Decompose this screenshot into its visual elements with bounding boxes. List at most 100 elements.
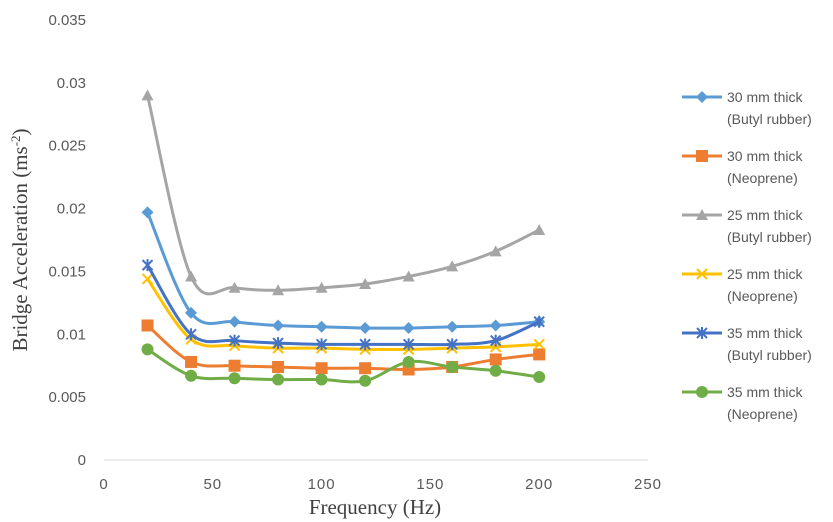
x-tick-label: 100 [308, 476, 336, 493]
data-point [315, 281, 328, 293]
series-line [146, 93, 541, 296]
legend: 30 mm thick (Butyl rubber) 30 mm thick (Neo… [682, 89, 812, 422]
data-point [402, 322, 415, 334]
series-layer [141, 89, 546, 387]
data-point [141, 206, 154, 219]
legend-marker [696, 268, 708, 280]
data-point [185, 306, 198, 319]
data-point [315, 320, 328, 333]
y-axis-title-end: ) [8, 128, 32, 135]
legend-marker [696, 386, 708, 398]
legend-label-sub: (Butyl rubber) [727, 229, 812, 245]
series-line [146, 210, 541, 330]
legend-item: 30 mm thick (Butyl rubber) [682, 89, 812, 127]
data-point [141, 343, 154, 356]
series-6 [141, 343, 546, 387]
data-point [402, 355, 415, 368]
data-point [315, 373, 328, 386]
x-tick-label: 0 [99, 476, 108, 493]
legend-label-sub: (Neoprene) [727, 170, 798, 186]
data-point [446, 320, 459, 333]
legend-label: 30 mm thick [727, 89, 803, 105]
legend-label-sub: (Neoprene) [727, 406, 798, 422]
data-point [489, 364, 502, 377]
data-point [185, 369, 198, 382]
data-point [489, 353, 502, 366]
y-tick-label: 0.015 [48, 263, 86, 280]
legend-marker [696, 209, 708, 220]
data-point [489, 319, 502, 332]
legend-item: 25 mm thick (Neoprene) [682, 266, 803, 304]
data-point [141, 273, 154, 285]
x-axis-title: Frequency (Hz) [309, 495, 441, 519]
data-point [315, 362, 328, 375]
series-line [146, 277, 541, 352]
data-point [533, 223, 546, 235]
data-point [272, 284, 285, 296]
y-tick-label: 0.01 [57, 326, 86, 343]
data-point [402, 338, 415, 351]
data-point [141, 89, 154, 101]
legend-label-sub: (Butyl rubber) [727, 347, 812, 363]
x-tick-label: 150 [416, 476, 444, 493]
data-point [228, 359, 241, 372]
legend-label-sub: (Neoprene) [727, 288, 798, 304]
legend-item: 30 mm thick (Neoprene) [682, 148, 803, 186]
data-point [533, 338, 545, 351]
legend-marker [696, 327, 708, 339]
data-point [272, 337, 284, 350]
series-3 [141, 89, 546, 296]
data-point [359, 338, 371, 351]
data-point [272, 373, 285, 386]
legend-label: 30 mm thick [727, 148, 803, 164]
data-point [359, 374, 372, 387]
data-point [185, 355, 198, 368]
data-point [402, 270, 415, 282]
data-point [446, 338, 458, 351]
y-axis-title-main: Bridge Acceleration (ms [8, 146, 32, 351]
legend-item: 35 mm thick (Butyl rubber) [682, 325, 812, 363]
x-tick-label: 250 [634, 476, 662, 493]
data-point [359, 278, 372, 289]
series-4 [141, 273, 545, 356]
data-point [446, 260, 459, 272]
legend-label: 25 mm thick [727, 207, 803, 223]
data-point [228, 334, 241, 347]
data-point [533, 371, 546, 384]
data-point [359, 322, 372, 334]
data-point [141, 259, 154, 272]
legend-marker [696, 91, 708, 103]
legend-label: 25 mm thick [727, 266, 803, 282]
x-axis-ticks: 0 50 100 150 200 250 [99, 476, 662, 493]
legend-label: 35 mm thick [727, 384, 803, 400]
series-line [146, 263, 541, 347]
data-point [533, 348, 546, 361]
data-point [272, 319, 285, 332]
y-axis-ticks: 0 0.005 0.01 0.015 0.02 0.025 0.03 0.035 [48, 12, 86, 469]
legend-marker [696, 150, 708, 162]
series-1 [141, 206, 546, 334]
series-line [146, 347, 541, 384]
y-tick-label: 0.035 [48, 12, 86, 29]
series-5 [141, 259, 545, 351]
data-point [315, 338, 328, 351]
data-point [228, 281, 241, 293]
y-axis-title: Bridge Acceleration (ms-2) [8, 128, 33, 351]
data-point [533, 315, 545, 328]
data-point [185, 328, 197, 341]
data-point [446, 360, 459, 373]
x-tick-label: 50 [203, 476, 222, 493]
x-tick-label: 200 [525, 476, 553, 493]
data-point [185, 270, 198, 282]
data-point [228, 372, 241, 385]
y-tick-label: 0.03 [57, 75, 86, 92]
data-point [141, 319, 154, 332]
y-axis-title-sup: -2 [8, 135, 23, 146]
legend-label-sub: (Butyl rubber) [727, 111, 812, 127]
legend-item: 35 mm thick (Neoprene) [682, 384, 803, 422]
series-line [146, 323, 541, 372]
data-point [228, 315, 241, 328]
data-point [359, 362, 372, 375]
y-tick-label: 0.025 [48, 138, 86, 155]
